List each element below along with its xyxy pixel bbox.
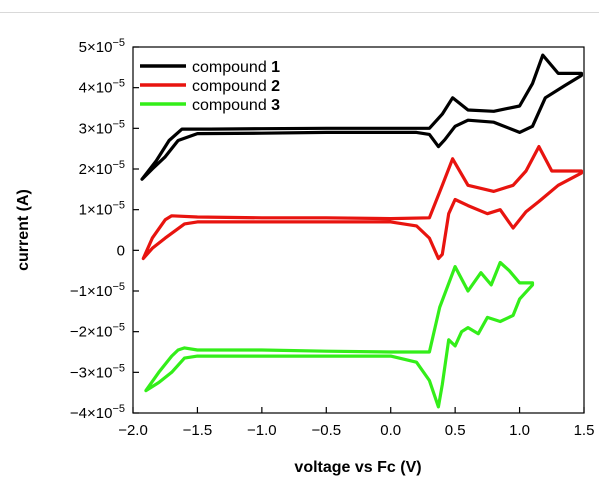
- y-axis-label: current (A): [15, 189, 32, 271]
- x-axis-ticks: −2.0 −1.5 −1.0 −0.5 0.0 0.5 1.0 1.5: [118, 407, 594, 439]
- x-tick-label: −0.5: [311, 422, 341, 439]
- y-tick-label: 3×10−5: [79, 118, 125, 137]
- x-tick-label: −2.0: [118, 422, 148, 439]
- y-tick-label: −1×10−5: [70, 281, 125, 300]
- y-tick-label: −4×10−5: [70, 403, 125, 422]
- y-tick-label: 5×10−5: [79, 37, 125, 56]
- series-line-2: [141, 145, 583, 261]
- y-tick-label: 4×10−5: [79, 78, 125, 97]
- series-line-1: [140, 53, 583, 181]
- x-tick-label: 1.5: [574, 422, 595, 439]
- x-tick-label: 0.5: [445, 422, 466, 439]
- y-tick-label: −3×10−5: [70, 362, 125, 381]
- y-tick-label: −2×10−5: [70, 322, 125, 341]
- x-tick-label: 0.0: [380, 422, 401, 439]
- series-line-3: [144, 260, 535, 409]
- x-tick-label: 1.0: [509, 422, 530, 439]
- y-tick-label: 2×10−5: [79, 159, 125, 178]
- x-axis-label: voltage vs Fc (V): [294, 459, 421, 476]
- legend-label: compound 1: [192, 59, 280, 76]
- legend-label: compound 3: [192, 97, 280, 114]
- series-layer: [140, 53, 583, 409]
- plot-frame: [132, 46, 585, 414]
- legend: compound 1 compound 2 compound 3: [140, 59, 280, 114]
- legend-label: compound 2: [192, 78, 280, 95]
- top-border: [0, 0, 599, 13]
- y-axis-ticks: 5×10−5 4×10−5 3×10−5 2×10−5 1×10−5 0 −1×10−5 −2…: [70, 37, 139, 422]
- x-tick-label: −1.0: [247, 422, 277, 439]
- x-tick-label: −1.5: [183, 422, 213, 439]
- y-tick-label: 1×10−5: [79, 200, 125, 219]
- y-tick-label: 0: [117, 242, 125, 259]
